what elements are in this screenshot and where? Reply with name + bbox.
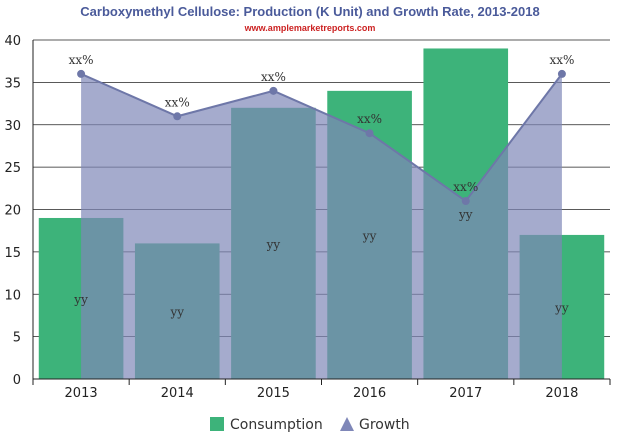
legend-consumption-label: Consumption bbox=[230, 417, 323, 433]
growth-data-label: xx% bbox=[357, 112, 382, 126]
legend-growth-label: Growth bbox=[359, 417, 410, 433]
y-tick-label: 10 bbox=[4, 288, 21, 303]
x-tick-label: 2013 bbox=[65, 386, 98, 401]
x-tick-label: 2018 bbox=[545, 386, 578, 401]
x-tick-label: 2016 bbox=[353, 386, 386, 401]
y-tick-label: 25 bbox=[4, 161, 21, 176]
bar-data-label: yy bbox=[362, 229, 377, 243]
y-tick-label: 5 bbox=[13, 331, 21, 346]
chart-title: Carboxymethyl Cellulose: Production (K U… bbox=[80, 4, 539, 19]
growth-data-label: xx% bbox=[261, 70, 286, 84]
y-tick-label: 35 bbox=[4, 76, 21, 91]
y-tick-label: 40 bbox=[4, 34, 21, 49]
chart-subtitle: www.amplemarketreports.com bbox=[244, 23, 376, 33]
growth-data-label: xx% bbox=[165, 95, 190, 109]
growth-point bbox=[269, 86, 278, 95]
growth-data-label: xx% bbox=[453, 180, 478, 194]
bar-data-label: yy bbox=[73, 292, 88, 306]
y-tick-label: 30 bbox=[4, 119, 21, 134]
growth-point bbox=[77, 69, 86, 78]
growth-data-label: xx% bbox=[69, 53, 94, 67]
legend-growth-swatch bbox=[340, 417, 354, 431]
growth-point bbox=[173, 112, 182, 121]
x-tick-label: 2017 bbox=[449, 386, 482, 401]
data-labels: yy yy yy yy yy yy xx% xx% xx% xx% xx% xx% bbox=[69, 53, 575, 319]
bar-data-label: yy bbox=[458, 208, 473, 222]
bar-data-label: yy bbox=[169, 305, 184, 319]
growth-line bbox=[80, 72, 563, 203]
growth-area bbox=[81, 73, 562, 380]
growth-point bbox=[365, 129, 374, 138]
axes: 0 5 10 15 20 25 30 35 40 2013 2014 2015 2016 2017 2018 bbox=[4, 34, 611, 401]
growth-series bbox=[77, 69, 566, 380]
growth-point bbox=[557, 69, 566, 78]
growth-data-label: xx% bbox=[549, 53, 574, 67]
x-tick-label: 2015 bbox=[257, 386, 290, 401]
bar-data-label: yy bbox=[266, 237, 281, 251]
growth-point bbox=[461, 197, 470, 206]
y-tick-label: 15 bbox=[4, 246, 21, 261]
legend: Consumption Growth bbox=[210, 417, 410, 433]
legend-consumption-swatch bbox=[210, 417, 224, 431]
x-tick-label: 2014 bbox=[161, 386, 194, 401]
y-tick-label: 20 bbox=[4, 204, 21, 219]
bar-data-label: yy bbox=[554, 301, 569, 315]
y-tick-label: 0 bbox=[13, 373, 21, 388]
